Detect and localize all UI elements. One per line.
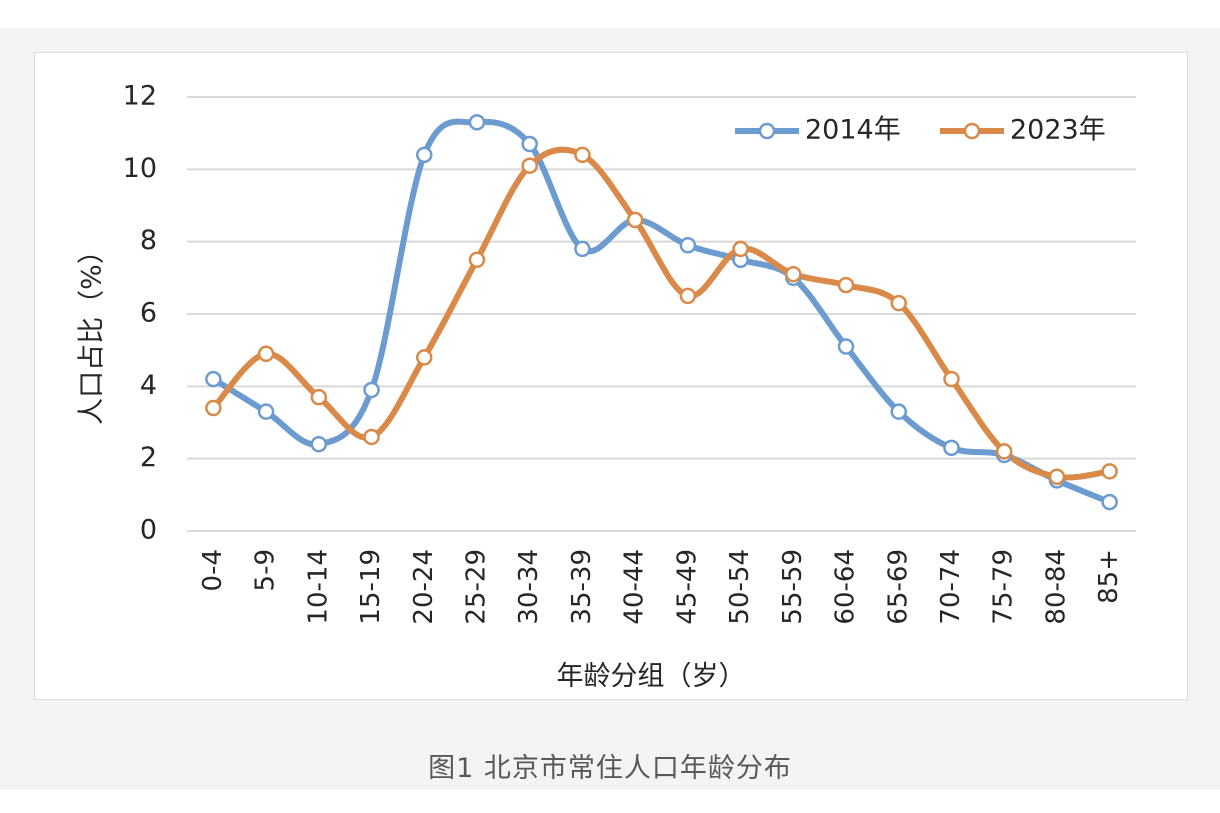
y-tick-label: 0: [140, 515, 157, 546]
x-tick-label: 40-44: [620, 549, 650, 625]
series-2-point: [837, 276, 855, 294]
x-tick-label: 65-69: [883, 549, 913, 625]
x-tick-label: 80-84: [1041, 549, 1071, 625]
top-band: [0, 0, 1220, 28]
x-tick-labels: 0-4 5-9 10-14 15-19 20-24 25-29 30-34 35-39 40-4…: [198, 549, 1124, 625]
x-tick-label: 35-39: [567, 549, 597, 625]
series-layer: [205, 114, 1118, 511]
series-2-point: [416, 349, 433, 366]
series-1-point: [205, 370, 222, 388]
series-2-point: [310, 388, 328, 406]
y-tick-label: 8: [140, 225, 157, 256]
series-2-point: [732, 240, 749, 258]
x-axis-label: 年龄分组（岁）: [557, 661, 746, 692]
series-2-point: [521, 157, 538, 174]
x-tick-label: 20-24: [409, 549, 439, 625]
x-tick-label: 5-9: [251, 549, 281, 591]
legend: 2014年 2023年: [735, 115, 1106, 146]
x-tick-label: 70-74: [936, 549, 966, 625]
figure-caption: 图1 北京市常住人口年龄分布: [428, 753, 792, 784]
x-tick-label: 45-49: [672, 549, 702, 625]
series-2-point: [363, 428, 380, 446]
series-1-point: [468, 114, 486, 131]
x-tick-label: 10-14: [303, 549, 333, 625]
x-tick-label: 85+: [1094, 549, 1124, 604]
chart: 0 2 4 6 8 10 12 0-4 5-9 10-14 15-19 20-24 25-29 30-3…: [77, 81, 1136, 692]
series-1-point: [521, 135, 538, 153]
x-tick-label: 75-79: [989, 549, 1019, 625]
series-2-point: [785, 265, 802, 283]
series-2-point: [943, 370, 960, 388]
series-2-point: [574, 146, 591, 164]
series-2-point: [205, 399, 222, 417]
y-tick-labels: 0 2 4 6 8 10 12: [123, 81, 157, 546]
x-tick-label: 0-4: [198, 549, 228, 591]
chart-card: 0 2 4 6 8 10 12 0-4 5-9 10-14 15-19 20-24 25-29 30-3…: [34, 52, 1188, 700]
x-tick-label: 55-59: [778, 549, 808, 625]
series-2-point: [1048, 468, 1066, 485]
x-tick-label: 50-54: [725, 549, 755, 625]
series-2-point: [890, 294, 907, 312]
series-2-point: [1101, 463, 1118, 480]
grid-layer: [187, 96, 1136, 532]
series-1-point: [416, 146, 433, 164]
series-1-point: [363, 381, 380, 399]
y-tick-label: 10: [123, 153, 157, 184]
series-1-point: [257, 403, 275, 420]
y-tick-label: 2: [140, 442, 157, 473]
series-line-1: [210, 118, 1113, 506]
y-tick-label: 4: [140, 370, 157, 401]
series-1-point: [310, 435, 328, 453]
legend-label: 2023年: [1010, 115, 1106, 146]
x-tick-label: 60-64: [831, 549, 861, 625]
legend-swatch-marker: [963, 122, 981, 140]
series-1-point: [943, 439, 960, 457]
series-2-point: [626, 211, 644, 229]
series-2-point: [995, 443, 1013, 460]
legend-swatch-marker: [758, 122, 776, 140]
series-2-point: [257, 345, 275, 363]
x-tick-label: 25-29: [461, 549, 491, 625]
bottom-band: [0, 790, 1220, 813]
y-tick-label: 6: [140, 298, 157, 329]
series-2-point: [679, 287, 697, 305]
y-tick-label: 12: [123, 81, 157, 112]
series-1-point: [574, 240, 591, 258]
x-tick-label: 15-19: [356, 549, 386, 625]
series-2-point: [468, 251, 486, 268]
x-tick-label: 30-34: [514, 549, 544, 625]
series-1-point: [1101, 493, 1118, 511]
series-1-point: [890, 403, 907, 420]
series-1-point: [837, 338, 855, 355]
series-1-point: [679, 237, 697, 254]
y-axis-label: 人口占比（%）: [77, 237, 108, 425]
legend-label: 2014年: [805, 115, 901, 146]
